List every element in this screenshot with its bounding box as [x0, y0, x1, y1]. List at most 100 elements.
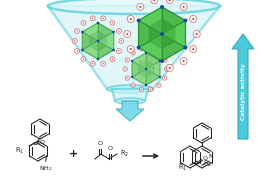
Circle shape — [112, 31, 115, 33]
Polygon shape — [132, 61, 146, 77]
Circle shape — [190, 46, 197, 53]
Polygon shape — [146, 69, 160, 85]
Circle shape — [160, 59, 164, 63]
Circle shape — [120, 40, 122, 42]
Circle shape — [76, 50, 78, 52]
Circle shape — [158, 52, 160, 53]
Text: O: O — [202, 156, 207, 161]
Polygon shape — [48, 6, 220, 89]
Polygon shape — [89, 31, 107, 51]
Ellipse shape — [107, 85, 153, 93]
Circle shape — [150, 89, 151, 90]
Text: R$_2$: R$_2$ — [120, 149, 129, 159]
Circle shape — [132, 85, 134, 86]
Circle shape — [101, 61, 106, 66]
Circle shape — [183, 19, 187, 22]
Circle shape — [145, 84, 147, 86]
Circle shape — [148, 46, 153, 51]
Circle shape — [157, 83, 161, 87]
Polygon shape — [162, 34, 185, 61]
Circle shape — [131, 51, 135, 55]
Circle shape — [139, 60, 141, 62]
Circle shape — [137, 46, 141, 50]
Polygon shape — [138, 20, 162, 47]
Circle shape — [127, 46, 134, 53]
Circle shape — [90, 16, 95, 21]
Text: O: O — [40, 139, 45, 145]
Circle shape — [118, 50, 120, 52]
Circle shape — [180, 3, 187, 10]
Circle shape — [137, 58, 144, 65]
Circle shape — [153, 67, 155, 69]
Circle shape — [163, 76, 167, 80]
Polygon shape — [83, 32, 98, 50]
Polygon shape — [132, 53, 146, 69]
Circle shape — [190, 15, 197, 22]
Circle shape — [145, 68, 147, 70]
Polygon shape — [116, 101, 144, 121]
Circle shape — [158, 85, 160, 86]
Circle shape — [132, 52, 134, 53]
Circle shape — [153, 0, 155, 1]
Circle shape — [81, 20, 86, 25]
Polygon shape — [162, 20, 185, 47]
Circle shape — [125, 58, 129, 62]
Circle shape — [180, 58, 187, 65]
Circle shape — [112, 49, 115, 51]
Circle shape — [92, 18, 94, 19]
Circle shape — [165, 67, 169, 71]
Text: Catalytic activity: Catalytic activity — [240, 64, 245, 120]
Circle shape — [117, 29, 121, 33]
Circle shape — [139, 87, 143, 91]
Circle shape — [126, 33, 128, 35]
Circle shape — [141, 89, 142, 90]
Circle shape — [148, 87, 153, 91]
Circle shape — [137, 19, 141, 22]
Polygon shape — [98, 23, 114, 41]
Circle shape — [166, 68, 167, 70]
Text: N: N — [208, 153, 213, 159]
Circle shape — [139, 6, 141, 8]
Circle shape — [150, 48, 151, 49]
Circle shape — [166, 0, 173, 4]
Circle shape — [163, 58, 167, 62]
Polygon shape — [132, 53, 160, 85]
Text: +: + — [69, 149, 79, 159]
Circle shape — [151, 0, 158, 4]
Ellipse shape — [48, 0, 220, 14]
Circle shape — [83, 22, 84, 23]
Circle shape — [192, 18, 194, 20]
Circle shape — [127, 59, 128, 61]
Circle shape — [169, 0, 171, 1]
Circle shape — [119, 39, 124, 43]
Circle shape — [130, 18, 132, 20]
Text: O: O — [98, 141, 102, 146]
Circle shape — [127, 77, 128, 79]
Circle shape — [159, 60, 161, 62]
Circle shape — [166, 64, 173, 71]
Ellipse shape — [115, 98, 145, 104]
Circle shape — [110, 20, 115, 25]
Circle shape — [110, 57, 115, 62]
Circle shape — [151, 64, 158, 71]
Circle shape — [81, 49, 84, 51]
Circle shape — [101, 16, 106, 21]
Polygon shape — [146, 53, 160, 69]
Circle shape — [192, 48, 194, 50]
Circle shape — [157, 51, 161, 55]
Polygon shape — [232, 34, 254, 139]
Circle shape — [125, 68, 126, 70]
Polygon shape — [98, 41, 114, 59]
Polygon shape — [83, 23, 98, 41]
Text: R$_1$: R$_1$ — [15, 146, 24, 156]
Circle shape — [183, 6, 185, 8]
Circle shape — [123, 67, 127, 71]
Circle shape — [97, 40, 99, 42]
Circle shape — [90, 61, 95, 66]
Circle shape — [193, 30, 200, 38]
Circle shape — [102, 18, 104, 19]
Text: R$_2$: R$_2$ — [204, 158, 213, 169]
Polygon shape — [98, 32, 114, 50]
Circle shape — [196, 33, 198, 35]
Polygon shape — [138, 7, 162, 34]
